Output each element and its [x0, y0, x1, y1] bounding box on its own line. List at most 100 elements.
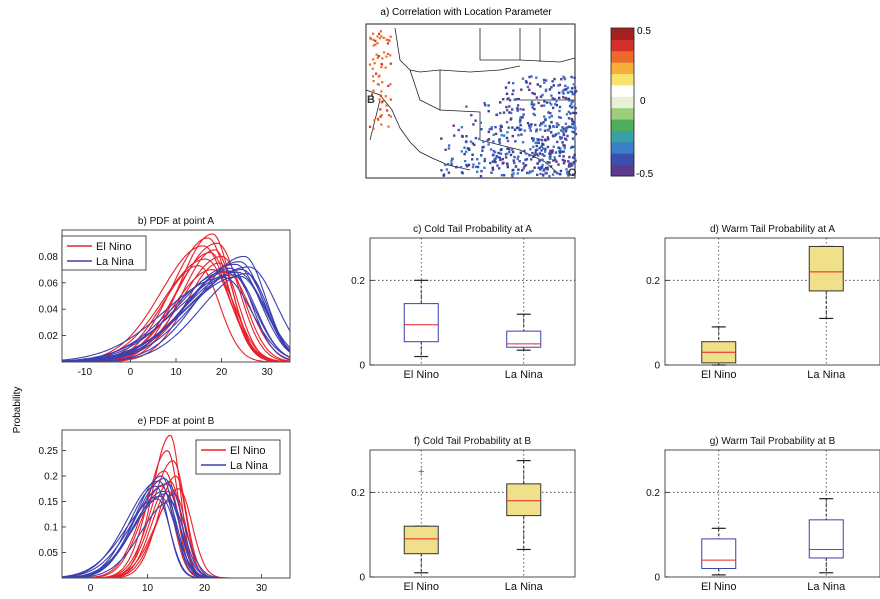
pattern-cell	[564, 130, 567, 133]
pattern-cell	[502, 161, 505, 164]
box	[506, 330, 542, 348]
pattern-cell	[558, 105, 562, 109]
pattern-cell	[565, 88, 568, 91]
pattern-cell	[372, 80, 375, 83]
pattern-cell	[460, 150, 463, 153]
pattern-cell	[368, 63, 372, 66]
pattern-cell	[524, 158, 527, 162]
pattern-cell	[565, 127, 568, 130]
pattern-cell	[544, 150, 547, 153]
panel-title: b) PDF at point A	[138, 216, 214, 227]
panel-b: b) PDF at point A -10 0 10 20 30 0.02 0.04 0.06 0…	[39, 216, 291, 378]
pattern-cell	[475, 165, 478, 169]
box	[808, 245, 844, 292]
pattern-cell	[545, 79, 548, 82]
pattern-cell	[573, 153, 576, 157]
pattern-cell	[492, 140, 495, 143]
pattern-cell	[470, 114, 473, 117]
pattern-cell	[464, 159, 467, 163]
pattern-cell	[541, 163, 544, 167]
pattern-cell	[550, 131, 553, 134]
colorbar-segment	[611, 153, 634, 166]
legend-label: La Nina	[96, 256, 135, 268]
pattern-cell	[511, 92, 514, 96]
pattern-cell	[574, 107, 577, 110]
pattern-cell	[570, 164, 574, 167]
pattern-cell	[377, 55, 380, 58]
pattern-cell	[506, 147, 509, 150]
y-tick-label: 0.2	[351, 488, 365, 499]
pattern-cell	[500, 134, 503, 137]
pattern-cell	[511, 173, 514, 176]
pdf-curve	[62, 274, 290, 362]
pdf-curve	[62, 271, 290, 362]
pattern-cell	[468, 148, 471, 151]
pattern-cell	[490, 171, 493, 174]
y-tick-label: 0	[654, 573, 660, 584]
pattern-cell	[573, 86, 577, 89]
y-tick-label: 0.06	[39, 278, 59, 289]
pattern-cell	[377, 75, 380, 78]
pattern-cell	[541, 153, 544, 156]
pattern-cell	[487, 110, 490, 113]
pattern-cell	[374, 39, 377, 42]
pattern-cell	[369, 36, 372, 39]
pattern-cell	[506, 131, 509, 134]
pattern-cell	[522, 108, 525, 111]
pattern-cell	[548, 174, 551, 178]
pattern-cell	[553, 97, 556, 101]
pattern-cell	[571, 122, 574, 126]
pattern-cell	[505, 109, 509, 112]
x-tick-label: La Nina	[807, 581, 846, 593]
pattern-cell	[573, 155, 576, 158]
pattern-cell	[507, 126, 510, 129]
pattern-cell	[540, 122, 544, 126]
pattern-cell	[535, 141, 539, 144]
y-tick-label: 0	[359, 573, 365, 584]
y-tick-label: 0.15	[39, 497, 59, 508]
pattern-cell	[511, 174, 514, 178]
panel-a: a) Correlation with Location Parameter B…	[365, 7, 654, 180]
pattern-cell	[379, 108, 382, 111]
pattern-cell	[498, 167, 501, 170]
pattern-cell	[561, 130, 565, 133]
pattern-cell	[519, 117, 522, 120]
box	[808, 519, 844, 559]
pattern-cell	[516, 172, 520, 175]
panel-title: f) Cold Tail Probability at B	[414, 436, 531, 447]
pattern-cell	[554, 158, 557, 162]
pattern-cell	[525, 158, 529, 161]
pattern-cell	[561, 141, 564, 144]
pattern-cell	[543, 129, 547, 132]
pattern-cell	[562, 75, 565, 79]
pattern-cell	[377, 83, 380, 86]
colorbar-tick-mid: 0	[640, 96, 646, 107]
pattern-cell	[544, 139, 547, 142]
pattern-cell	[389, 83, 392, 86]
pattern-cell	[525, 81, 528, 84]
pattern-cell	[533, 113, 536, 117]
pattern-cell	[471, 158, 474, 161]
pattern-cell	[571, 119, 574, 122]
pattern-cell	[541, 93, 544, 97]
pattern-cell	[540, 166, 544, 169]
pattern-cell	[534, 151, 537, 154]
pattern-cell	[551, 80, 554, 83]
pattern-cell	[515, 126, 519, 129]
y-tick-label: 0.05	[39, 548, 59, 559]
pattern-cell	[528, 82, 532, 85]
pattern-cell	[558, 154, 561, 158]
pattern-cell	[515, 98, 518, 101]
pattern-cell	[565, 113, 569, 116]
pattern-cell	[444, 148, 447, 151]
pattern-cell	[476, 158, 479, 161]
pattern-cell	[380, 114, 383, 117]
pattern-cell	[389, 54, 392, 57]
pattern-cell	[549, 149, 552, 152]
pattern-cell	[491, 160, 495, 163]
pattern-cell	[538, 152, 542, 155]
pattern-cell	[463, 152, 466, 156]
pattern-cell	[573, 105, 576, 108]
pattern-cell	[551, 97, 554, 100]
pattern-cell	[388, 39, 391, 42]
